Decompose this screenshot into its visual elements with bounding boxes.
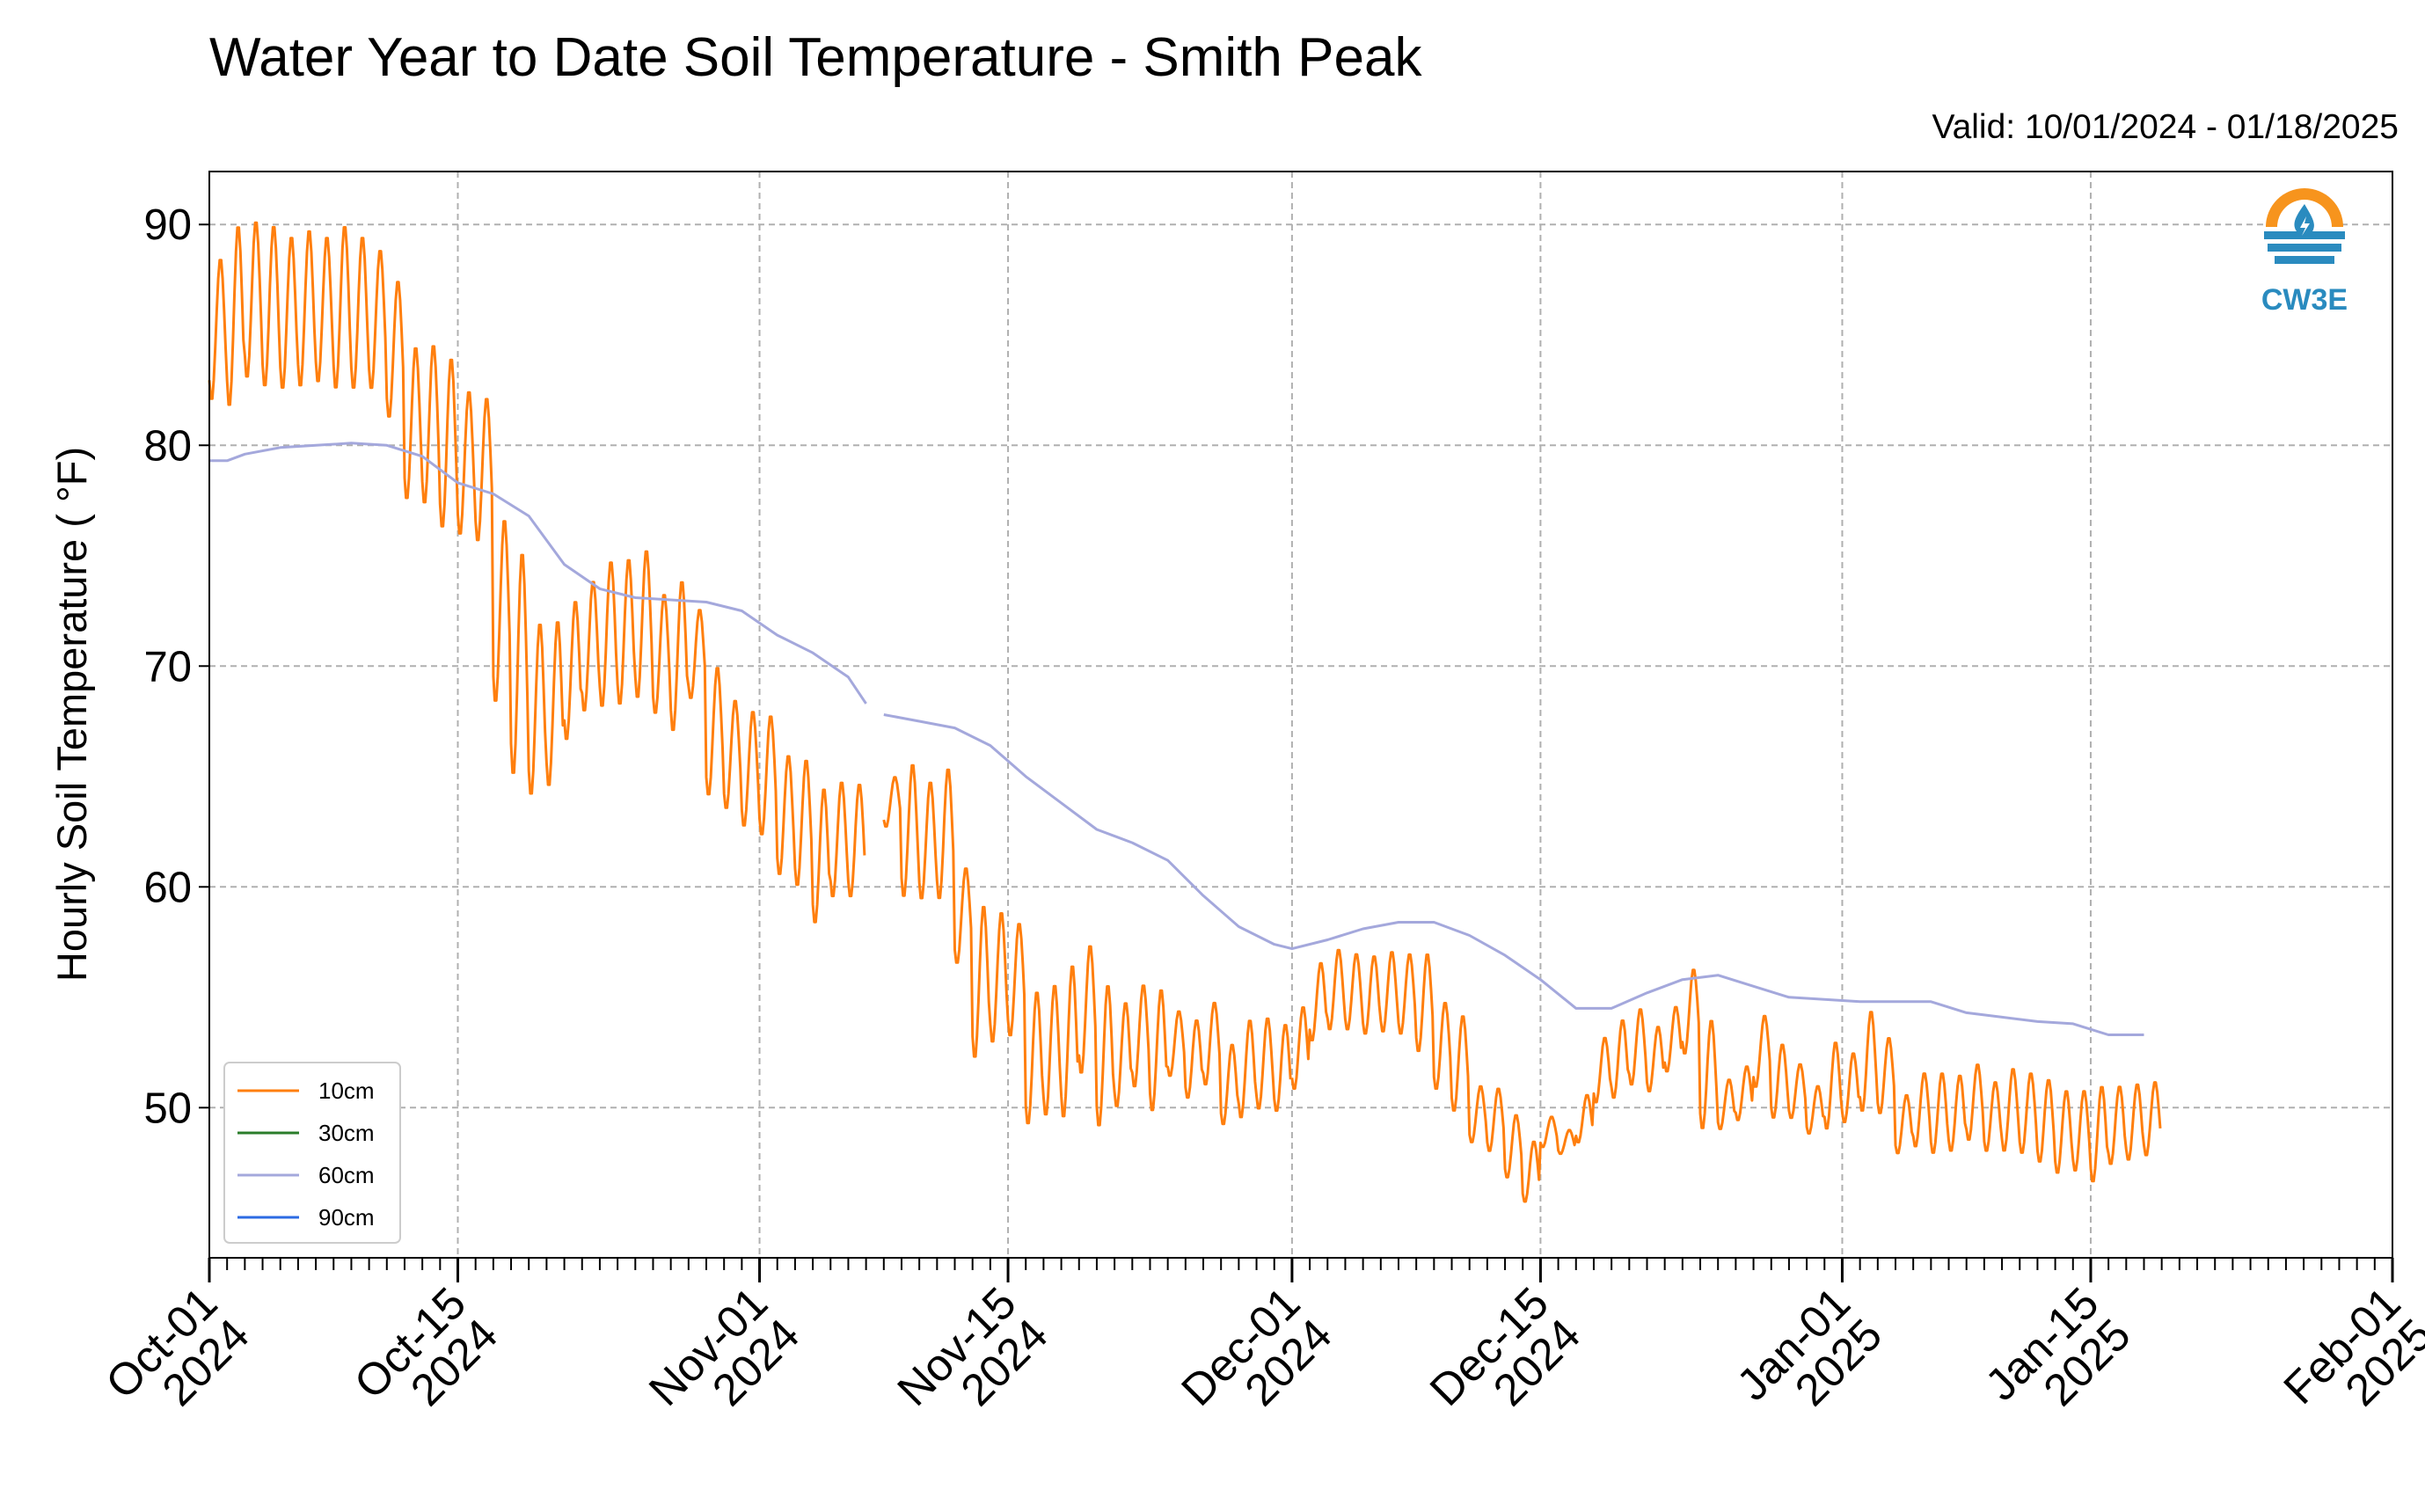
chart-title: Water Year to Date Soil Temperature - Sm…	[209, 27, 1422, 88]
x-axis: Oct-012024 Oct-152024 Nov-012024 Nov-152024…	[96, 1258, 2425, 1447]
series-10cm-line	[208, 221, 866, 924]
legend-label-10cm: 10cm	[318, 1077, 375, 1104]
y-tick-label: 80	[143, 422, 192, 470]
series-60cm-line	[883, 713, 2144, 1036]
x-tick-label: Feb-012025	[2274, 1277, 2425, 1445]
series-lines	[208, 221, 2162, 1203]
y-tick-label: 60	[143, 864, 192, 911]
y-axis: 50 60 70 80 90	[143, 201, 209, 1132]
y-tick-label: 50	[143, 1085, 192, 1132]
x-tick-label: Nov-012024	[639, 1277, 809, 1447]
x-tick-label: Jan-152025	[1976, 1277, 2140, 1442]
cw3e-logo-icon	[2261, 188, 2348, 276]
cw3e-logo: CW3E	[2261, 188, 2348, 317]
legend-box	[223, 1062, 401, 1244]
series-10cm-line	[882, 763, 1292, 1127]
valid-date-range: Valid: 10/01/2024 - 01/18/2025	[1932, 108, 2399, 146]
x-tick-label: Oct-152024	[345, 1277, 508, 1440]
y-tick-label: 90	[143, 201, 192, 249]
series-10cm-line	[1290, 948, 2162, 1203]
series-60cm-line	[209, 442, 867, 705]
legend-label-90cm: 90cm	[318, 1204, 375, 1231]
legend-label-60cm: 60cm	[318, 1162, 375, 1188]
x-tick-label: Dec-152024	[1421, 1277, 1590, 1447]
x-tick-label: Dec-012024	[1172, 1277, 1341, 1447]
cw3e-logo-text: CW3E	[2261, 283, 2348, 317]
y-tick-label: 70	[143, 643, 192, 690]
legend-label-30cm: 30cm	[318, 1120, 375, 1146]
x-tick-label: Oct-012024	[96, 1277, 259, 1440]
x-tick-label: Nov-152024	[887, 1277, 1057, 1447]
plot-frame	[208, 171, 2393, 1259]
grid-lines	[209, 172, 2392, 1258]
x-tick-label: Jan-012025	[1727, 1277, 1892, 1442]
legend: 10cm 30cm 60cm 90cm	[223, 1062, 401, 1244]
y-axis-label: Hourly Soil Temperature ( °F)	[48, 447, 95, 982]
